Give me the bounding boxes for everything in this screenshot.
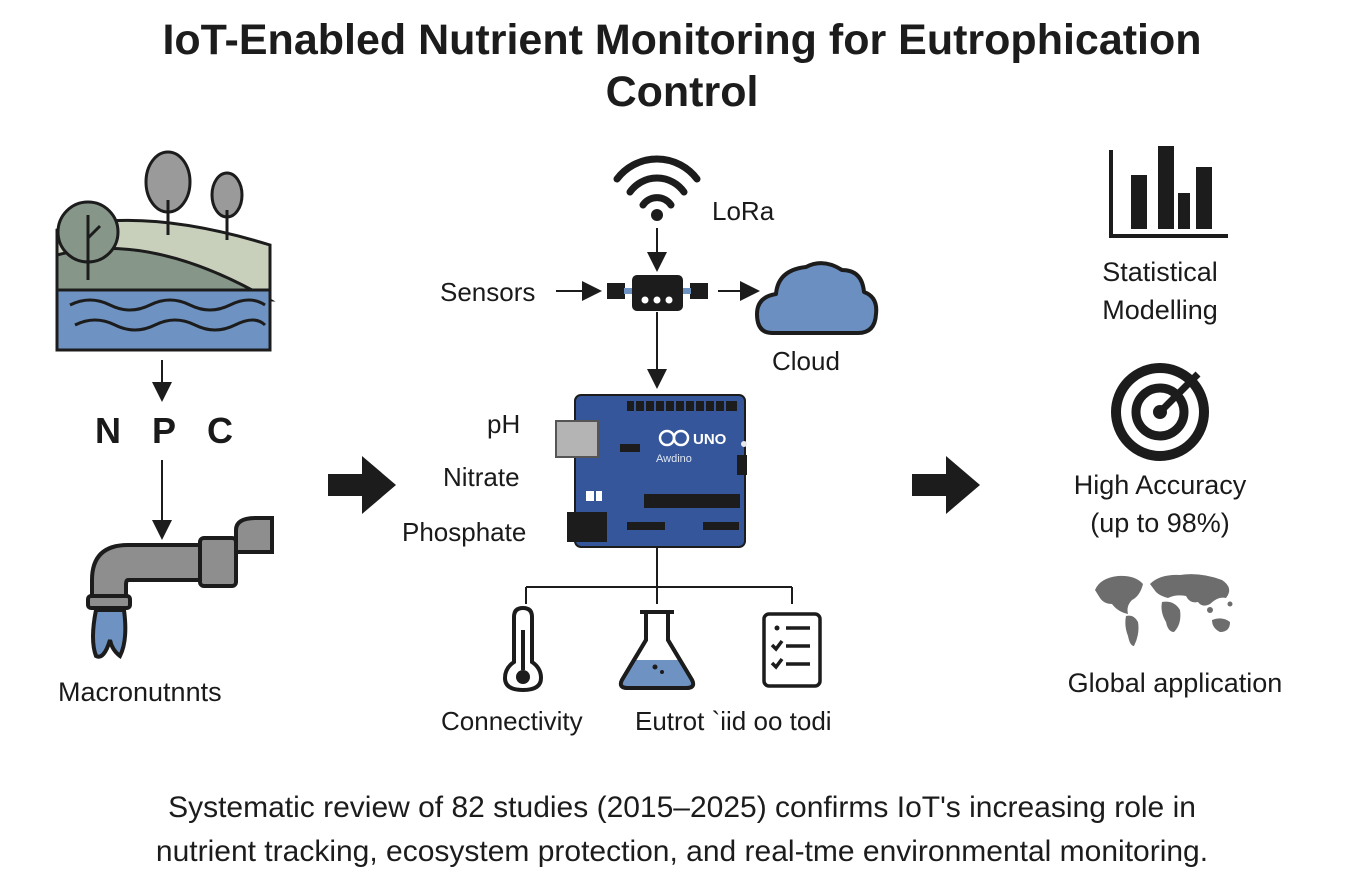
flask-icon [618,610,696,690]
nitrate-label: Nitrate [443,462,520,492]
arduino-board-icon [555,394,747,548]
bar-chart-icon [1109,146,1228,238]
eutrophication-label: Eutrot `iid oo todi [635,706,832,736]
accuracy-line-1: High Accuracy [1073,470,1247,500]
macronutrients-label: Macronutnnts [58,677,222,707]
sensors-label: Sensors [440,277,536,307]
title-line-1: IoT-Enabled Nutrient Monitoring for Eutr… [162,16,1202,64]
board-uno-text: UNO [693,431,727,448]
thermometer-icon [502,605,544,693]
board-subtext: Awdino [656,453,692,465]
statistical-modelling-label: Statistical Modelling [1060,253,1260,329]
summary-caption: Systematic review of 82 studies (2015–20… [0,786,1364,874]
cloud-icon [755,261,879,335]
cloud-label: Cloud [772,346,840,376]
checklist-icon [762,612,822,688]
summary-line-1: Systematic review of 82 studies (2015–20… [168,791,1196,824]
landscape-icon [55,150,276,352]
target-icon [1111,363,1209,461]
nutrient-c-label: C [207,410,233,451]
nutrient-n-label: N [95,410,121,451]
phosphate-label: Phosphate [402,517,527,547]
wifi-icon [613,155,701,221]
world-map-icon [1095,574,1233,646]
ph-label: pH [487,409,521,439]
sensor-node-icon [607,275,708,311]
global-application-label: Global application [1067,668,1283,698]
title-line-2: Control [605,68,759,116]
diagram-title: IoT-Enabled Nutrient Monitoring for Eutr… [0,14,1364,118]
lora-label: LoRa [712,196,775,226]
pipe-icon [86,516,274,660]
connectivity-label: Connectivity [441,706,583,736]
summary-line-2: nutrient tracking, ecosystem protection,… [155,835,1209,868]
big-arrow-right [912,456,980,514]
big-arrow-left [328,456,396,514]
accuracy-line-2: (up to 98%) [1090,508,1230,538]
statistical-line-2: Modelling [1102,295,1218,325]
nutrient-p-label: P [152,410,177,451]
high-accuracy-label: High Accuracy (up to 98%) [1030,466,1290,542]
statistical-line-1: Statistical [1102,257,1218,287]
output-tree [525,548,793,604]
